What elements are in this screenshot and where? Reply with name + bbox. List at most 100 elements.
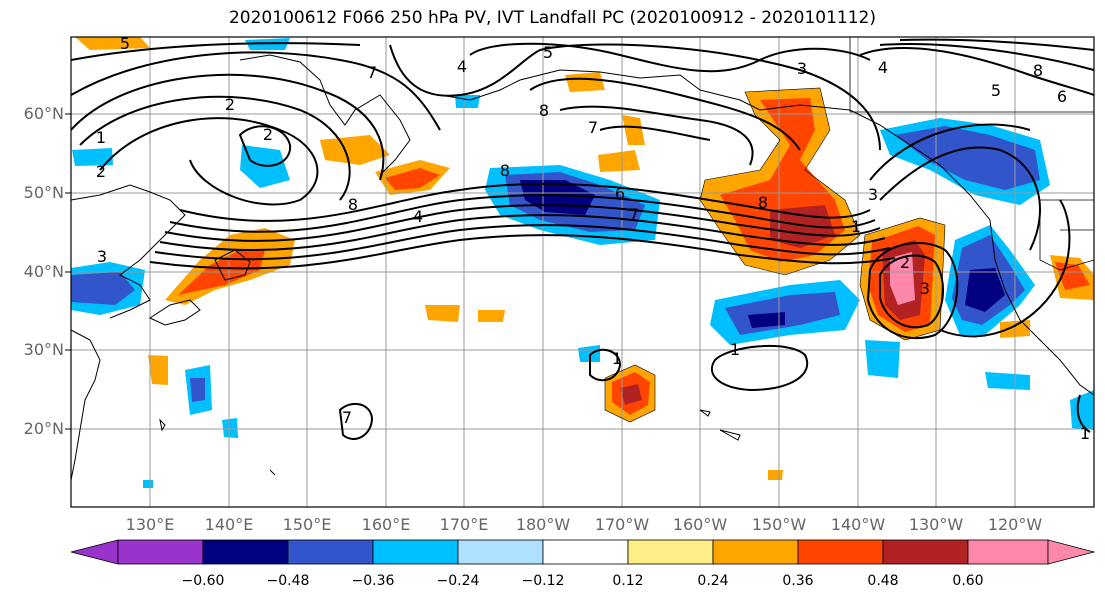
contour-line (879, 254, 945, 329)
contour-line (164, 204, 881, 242)
lon-label: 120°W (987, 515, 1043, 534)
contour-label: 5 (991, 81, 1001, 100)
contour-line (149, 234, 896, 270)
lat-label: 60°N (23, 104, 64, 123)
anomaly-blob (75, 37, 150, 50)
anomaly-blob (895, 126, 1040, 190)
gridlines (71, 37, 1094, 507)
contour-label: 6 (1057, 87, 1067, 106)
contour-line (710, 345, 808, 392)
lat-label: 20°N (23, 419, 64, 438)
contour-line (559, 105, 754, 166)
contour-line (238, 125, 292, 167)
colorbar-tick-label: 0.60 (952, 573, 984, 589)
contour-line (1076, 394, 1091, 433)
contour-line (899, 38, 1094, 51)
colorbar-segment (117, 539, 204, 565)
anomaly-blob (222, 418, 238, 438)
anomaly-blob (190, 378, 205, 402)
contour-line (589, 348, 622, 382)
anomaly-blob (598, 150, 640, 172)
lat-label: 50°N (23, 183, 64, 202)
contour-line (338, 402, 374, 440)
contour-line (866, 241, 959, 340)
lon-label: 130°E (125, 515, 175, 534)
contour-label: 1 (730, 340, 740, 359)
anomaly-blob (565, 72, 605, 92)
anomaly-blob (143, 480, 153, 488)
lon-label: 160°E (361, 515, 411, 534)
colorbar-segment (542, 539, 629, 565)
colorbar-tick-label: −0.36 (351, 573, 395, 589)
colorbar-extend-left (70, 539, 119, 565)
contour-line (599, 125, 711, 141)
contour-label: 8 (539, 101, 549, 120)
contour-label: 3 (797, 59, 807, 78)
anomaly-blob (748, 312, 785, 328)
anomaly-blob (71, 272, 135, 305)
anomaly-blob (455, 95, 480, 108)
colorbar-tick-label: −0.60 (181, 573, 225, 589)
contour-line (71, 42, 361, 61)
contour-label: 2 (263, 125, 273, 144)
anomaly-blob (985, 372, 1030, 390)
contour-label: 8 (500, 161, 510, 180)
contour-label: 8 (758, 193, 768, 212)
contour-label: 7 (629, 205, 639, 224)
contour-label: 1 (851, 217, 861, 236)
contour-line (179, 182, 871, 222)
colorbar-tick-label: 0.12 (612, 573, 644, 589)
contour-line (879, 146, 1041, 251)
lon-label: 150°E (282, 515, 332, 534)
contour-label: 3 (97, 247, 107, 266)
contour-line (99, 117, 319, 206)
lon-label: 180°W (515, 515, 571, 534)
colorbar-tick-label: 0.36 (782, 573, 814, 589)
contour-line (159, 214, 886, 252)
contour-label: 5 (120, 34, 130, 53)
lon-label: 170°W (594, 515, 650, 534)
contour-label: 7 (367, 63, 377, 82)
contour-label: 8 (348, 195, 358, 214)
contour-line (79, 95, 351, 201)
anomaly-blob (865, 340, 900, 378)
lon-label: 160°W (672, 515, 728, 534)
contour-label: 3 (920, 279, 930, 298)
contour-label: 2 (96, 162, 106, 181)
colorbar-segment (882, 539, 969, 565)
contour-label: 1 (612, 349, 622, 368)
coastlines (71, 54, 1094, 481)
anomaly-blob (770, 205, 835, 248)
contour-label: 2 (225, 95, 235, 114)
lat-label: 40°N (23, 262, 64, 281)
anomaly-blob (620, 384, 642, 405)
anomaly-blob (425, 305, 460, 322)
contour-label: 3 (868, 185, 878, 204)
contour-line (169, 194, 876, 233)
contour-line (154, 224, 891, 261)
anomaly-blob (578, 345, 600, 362)
colorbar-tick-label: 0.24 (697, 573, 729, 589)
contour-line (529, 77, 801, 151)
axis-ticks (65, 113, 71, 430)
colorbar-tick-label: −0.48 (266, 573, 310, 589)
colorbar-segment (457, 539, 544, 565)
contour-line (879, 43, 1094, 71)
ivt-contours (604, 87, 946, 423)
contour-line (859, 47, 1094, 96)
colorbar-segment (797, 539, 884, 565)
lon-label: 140°W (830, 515, 886, 534)
lon-label: 140°E (204, 515, 254, 534)
colorbar-tick-label: −0.12 (521, 573, 565, 589)
chart-title: 2020100612 F066 250 hPa PV, IVT Landfall… (228, 8, 876, 28)
anomaly-blob (890, 252, 915, 305)
anomaly-blob (72, 148, 113, 166)
contour-label: 5 (543, 43, 553, 62)
anomaly-blob (385, 168, 440, 190)
lon-label: 150°W (751, 515, 807, 534)
contour-line (469, 42, 871, 73)
anomaly-blob (1070, 390, 1094, 430)
anomaly-blob (622, 115, 645, 145)
contour-line (71, 51, 441, 131)
